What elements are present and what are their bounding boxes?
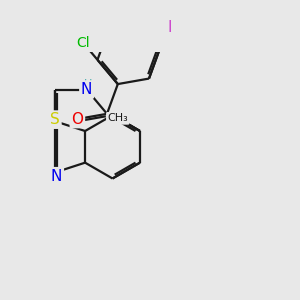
Text: Cl: Cl (76, 36, 90, 50)
Text: O: O (71, 112, 83, 127)
Text: S: S (50, 112, 60, 127)
Text: H: H (84, 79, 92, 89)
Text: CH₃: CH₃ (107, 113, 128, 123)
Text: N: N (81, 82, 92, 97)
Text: N: N (51, 169, 62, 184)
Text: I: I (168, 20, 172, 35)
